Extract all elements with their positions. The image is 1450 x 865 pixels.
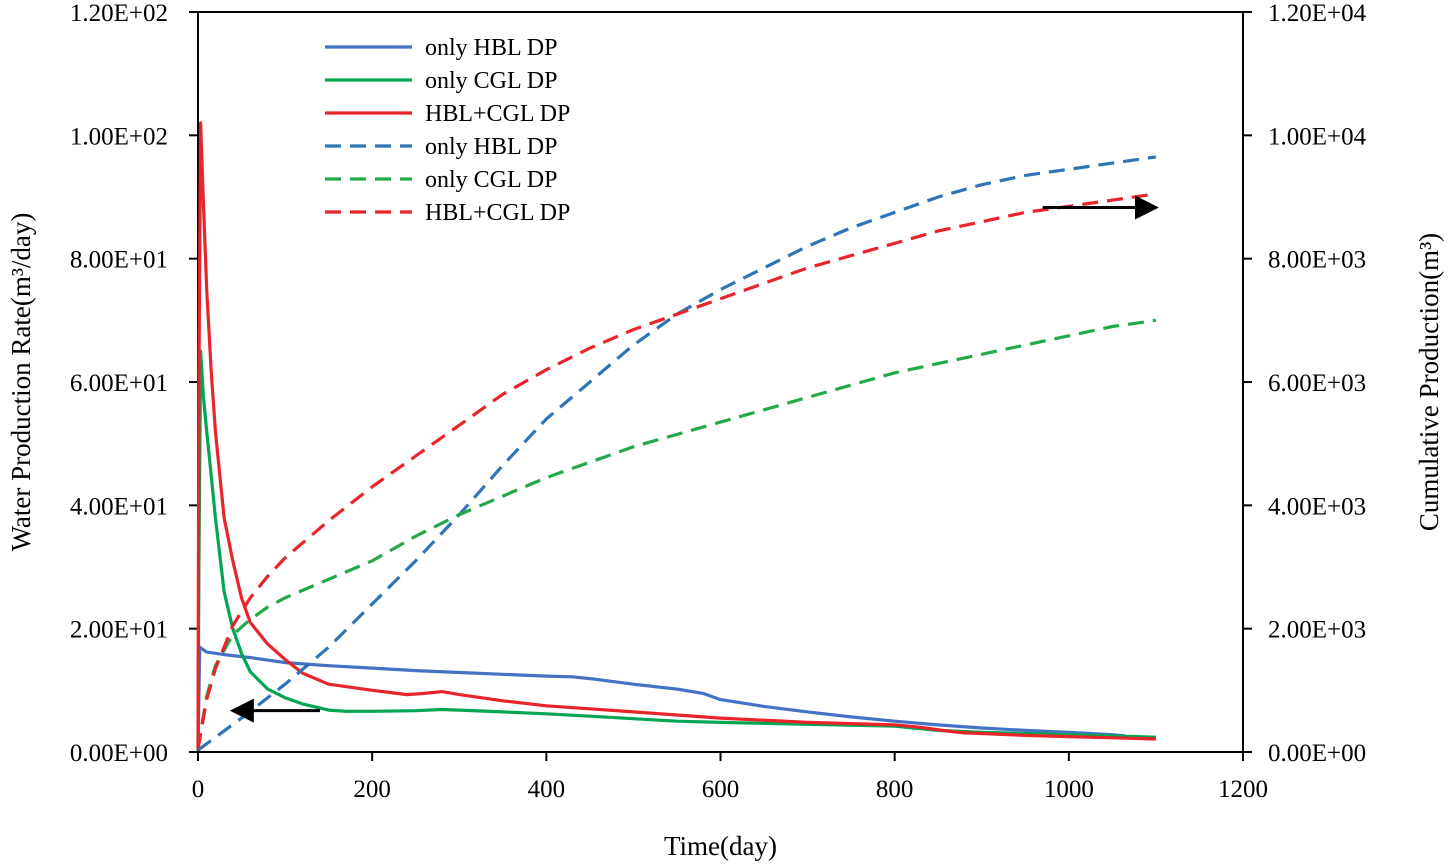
y2-tick-label: 1.20E+04 xyxy=(1268,0,1367,27)
y-tick-label: 1.00E+02 xyxy=(70,123,168,150)
legend-label-4: only HBL DP xyxy=(425,134,557,160)
plot-frame xyxy=(197,11,1244,753)
y-tick-label: 0.00E+00 xyxy=(70,740,168,767)
y2-tick-label: 4.00E+03 xyxy=(1268,493,1366,520)
legend-label-2: only CGL DP xyxy=(425,68,557,94)
y-tick-label: 4.00E+01 xyxy=(70,493,168,520)
x-tick-label: 1200 xyxy=(1218,776,1268,803)
series-line-cumulative-5 xyxy=(196,318,1157,750)
x-axis-title: Time(day) xyxy=(664,831,777,861)
series-line-cumulative-4 xyxy=(197,155,1157,752)
y2-tick-label: 2.00E+03 xyxy=(1268,617,1366,644)
y-tick-label: 2.00E+01 xyxy=(70,617,168,644)
y-tick-label: 1.20E+02 xyxy=(70,0,168,27)
y2-tick-label: 1.00E+04 xyxy=(1268,123,1367,150)
axes: 0 200 400 600 800 1000 12000.00E+002.00E+014.0… xyxy=(6,0,1444,861)
y2-tick-label: 6.00E+03 xyxy=(1268,370,1366,397)
y-tick-label: 6.00E+01 xyxy=(70,370,168,397)
series-line-cumulative-6 xyxy=(196,192,1157,750)
legend-label-3: HBL+CGL DP xyxy=(425,101,570,127)
x-tick-label: 200 xyxy=(353,776,391,803)
series-line-rate-1 xyxy=(196,645,1126,751)
legend: only HBL DP only CGL DP HBL+CGL DP only HBL… xyxy=(325,35,570,226)
y2-tick-label: 0.00E+00 xyxy=(1268,740,1366,767)
x-tick-label: 400 xyxy=(528,776,566,803)
y2-axis-title: Cumulative Production(m³) xyxy=(1414,233,1444,531)
legend-label-5: only CGL DP xyxy=(425,167,557,193)
legend-label-6: HBL+CGL DP xyxy=(425,200,570,226)
x-tick-label: 0 xyxy=(192,776,205,803)
y2-tick-label: 8.00E+03 xyxy=(1268,247,1366,274)
y-tick-label: 8.00E+01 xyxy=(70,247,168,274)
plot-area xyxy=(196,121,1159,752)
legend-label-1: only HBL DP xyxy=(425,35,557,61)
y-axis-title: Water Production Rate(m³/day) xyxy=(6,213,36,552)
x-tick-label: 600 xyxy=(702,776,740,803)
x-tick-label: 1000 xyxy=(1044,776,1094,803)
series-line-rate-3 xyxy=(196,121,1156,749)
x-tick-label: 800 xyxy=(876,776,914,803)
